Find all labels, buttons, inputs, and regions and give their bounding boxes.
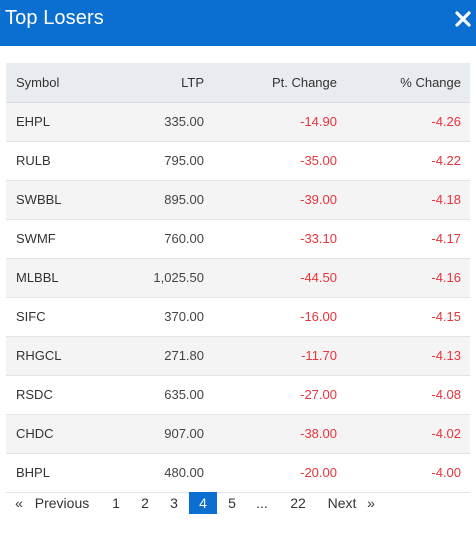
- pt-change-cell: -35.00: [300, 153, 337, 168]
- pt-change-cell: -20.00: [300, 465, 337, 480]
- symbol-cell: SWBBL: [16, 192, 62, 207]
- modal-header: Top Losers: [0, 0, 476, 46]
- pt-change-cell: -33.10: [300, 231, 337, 246]
- page-link-22[interactable]: 22: [290, 495, 306, 511]
- column-header-ltp[interactable]: LTP: [181, 75, 204, 90]
- pt-change-cell: -27.00: [300, 387, 337, 402]
- pct-change-cell: -4.26: [431, 114, 461, 129]
- ltp-cell: 370.00: [164, 309, 204, 324]
- page-link-1[interactable]: 1: [112, 495, 120, 511]
- symbol-cell: SWMF: [16, 231, 56, 246]
- table-row[interactable]: RHGCL 271.80 -11.70 -4.13: [6, 337, 470, 376]
- ltp-cell: 271.80: [164, 348, 204, 363]
- table-row[interactable]: BHPL 480.00 -20.00 -4.00: [6, 454, 470, 493]
- symbol-cell: BHPL: [16, 465, 50, 480]
- symbol-cell: CHDC: [16, 426, 54, 441]
- pct-change-cell: -4.15: [431, 309, 461, 324]
- previous-page-link[interactable]: Previous: [34, 495, 90, 511]
- pt-change-cell: -44.50: [300, 270, 337, 285]
- table-row[interactable]: MLBBL 1,025.50 -44.50 -4.16: [6, 259, 470, 298]
- next-arrow-icon[interactable]: »: [367, 495, 375, 511]
- symbol-cell: RULB: [16, 153, 51, 168]
- close-icon[interactable]: [453, 9, 473, 29]
- table-row[interactable]: SWMF 760.00 -33.10 -4.17: [6, 220, 470, 259]
- page-link-3[interactable]: 3: [170, 495, 178, 511]
- pct-change-cell: -4.17: [431, 231, 461, 246]
- table-row[interactable]: EHPL 335.00 -14.90 -4.26: [6, 103, 470, 142]
- table-body: EHPL 335.00 -14.90 -4.26 RULB 795.00 -35.00 -4.…: [6, 103, 470, 493]
- ltp-cell: 895.00: [164, 192, 204, 207]
- pct-change-cell: -4.08: [431, 387, 461, 402]
- symbol-cell: EHPL: [16, 114, 50, 129]
- pct-change-cell: -4.22: [431, 153, 461, 168]
- prev-arrow-icon[interactable]: «: [15, 495, 23, 511]
- next-page-link[interactable]: Next: [327, 495, 357, 511]
- ltp-cell: 335.00: [164, 114, 204, 129]
- table-row[interactable]: SWBBL 895.00 -39.00 -4.18: [6, 181, 470, 220]
- modal-title: Top Losers: [5, 7, 104, 29]
- pct-change-cell: -4.18: [431, 192, 461, 207]
- pct-change-cell: -4.02: [431, 426, 461, 441]
- column-header-pt-change[interactable]: Pt. Change: [271, 75, 337, 90]
- page-link-4-active[interactable]: 4: [189, 492, 217, 514]
- pt-change-cell: -39.00: [300, 192, 337, 207]
- page-link-5[interactable]: 5: [228, 495, 236, 511]
- pct-change-cell: -4.00: [431, 465, 461, 480]
- ltp-cell: 795.00: [164, 153, 204, 168]
- ltp-cell: 907.00: [164, 426, 204, 441]
- table-header-row: Symbol LTP Pt. Change % Change: [6, 63, 470, 103]
- ltp-cell: 1,025.50: [153, 270, 204, 285]
- losers-table: Symbol LTP Pt. Change % Change EHPL 335.0…: [6, 63, 470, 493]
- ltp-cell: 635.00: [164, 387, 204, 402]
- page-ellipsis: ...: [256, 495, 268, 511]
- symbol-cell: RHGCL: [16, 348, 62, 363]
- column-header-pct-change[interactable]: % Change: [400, 75, 461, 90]
- pagination: « Previous 1 2 3 4 5 ... 22 Next »: [0, 492, 476, 516]
- pct-change-cell: -4.16: [431, 270, 461, 285]
- pt-change-cell: -16.00: [300, 309, 337, 324]
- ltp-cell: 480.00: [164, 465, 204, 480]
- table-row[interactable]: SIFC 370.00 -16.00 -4.15: [6, 298, 470, 337]
- pt-change-cell: -14.90: [300, 114, 337, 129]
- table-row[interactable]: RSDC 635.00 -27.00 -4.08: [6, 376, 470, 415]
- symbol-cell: MLBBL: [16, 270, 59, 285]
- table-row[interactable]: RULB 795.00 -35.00 -4.22: [6, 142, 470, 181]
- pt-change-cell: -11.70: [301, 348, 337, 363]
- column-header-symbol[interactable]: Symbol: [16, 75, 60, 90]
- pt-change-cell: -38.00: [300, 426, 337, 441]
- symbol-cell: RSDC: [16, 387, 53, 402]
- pct-change-cell: -4.13: [431, 348, 461, 363]
- symbol-cell: SIFC: [16, 309, 46, 324]
- page-link-2[interactable]: 2: [141, 495, 149, 511]
- table-row[interactable]: CHDC 907.00 -38.00 -4.02: [6, 415, 470, 454]
- ltp-cell: 760.00: [164, 231, 204, 246]
